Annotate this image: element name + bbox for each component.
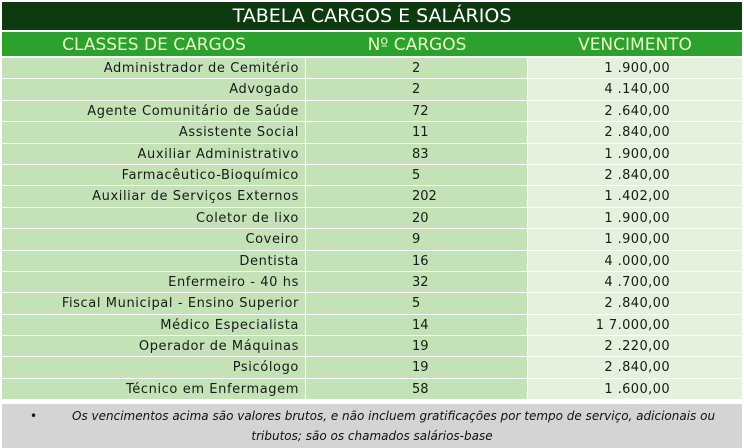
- table-row: Agente Comunitário de Saúde 72 2 .640,00: [2, 100, 742, 123]
- table-row: Técnico em Enfermagem 58 1 .600,00: [2, 378, 742, 401]
- table-row: Administrador de Cemitério 2 1 .900,00: [2, 58, 742, 80]
- cell-count: 20: [306, 207, 528, 229]
- cell-count: 58: [306, 378, 528, 400]
- table-row: Coletor de lixo 20 1 .900,00: [2, 207, 742, 230]
- cell-cargo: Técnico em Enfermagem: [2, 378, 306, 400]
- cell-count: 11: [306, 122, 528, 143]
- cell-salary: 1 .900,00: [528, 143, 742, 164]
- cell-cargo: Agente Comunitário de Saúde: [2, 100, 306, 122]
- cell-count: 16: [306, 250, 528, 271]
- cell-count: 202: [306, 186, 528, 207]
- cell-salary: 2 .640,00: [528, 100, 742, 122]
- cell-count: 14: [306, 314, 528, 336]
- cell-salary: 1 7.000,00: [528, 314, 742, 336]
- cell-salary: 2 .840,00: [528, 164, 742, 186]
- cell-count: 2: [306, 79, 528, 100]
- cell-salary: 1 .900,00: [528, 207, 742, 229]
- cell-cargo: Administrador de Cemitério: [2, 58, 306, 79]
- table-row: Farmacêutico-Bioquímico 5 2 .840,00: [2, 164, 742, 187]
- cell-count: 72: [306, 100, 528, 122]
- cell-salary: 1 .402,00: [528, 186, 742, 207]
- cell-cargo: Auxiliar Administrativo: [2, 143, 306, 164]
- footnote-line-1: Os vencimentos acima são valores brutos,…: [72, 409, 716, 423]
- cell-cargo: Fiscal Municipal - Ensino Superior: [2, 293, 306, 314]
- cell-salary: 2 .840,00: [528, 293, 742, 314]
- column-header-salary: VENCIMENTO: [578, 35, 692, 55]
- table-header-row: CLASSES DE CARGOS Nº CARGOS VENCIMENTO: [2, 32, 742, 56]
- table-title: TABELA CARGOS E SALÁRIOS: [2, 2, 742, 30]
- table-row: Médico Especialista 14 1 7.000,00: [2, 314, 742, 337]
- cell-count: 9: [306, 229, 528, 250]
- cell-salary: 4 .000,00: [528, 250, 742, 271]
- cell-cargo: Coveiro: [2, 229, 306, 250]
- cell-cargo: Farmacêutico-Bioquímico: [2, 164, 306, 186]
- cell-cargo: Médico Especialista: [2, 314, 306, 336]
- table-row: Assistente Social 11 2 .840,00: [2, 122, 742, 144]
- cell-cargo: Dentista: [2, 250, 306, 271]
- cell-count: 2: [306, 58, 528, 79]
- cell-count: 5: [306, 164, 528, 186]
- cell-salary: 1 .900,00: [528, 58, 742, 79]
- cell-cargo: Operador de Máquinas: [2, 336, 306, 357]
- cell-cargo: Assistente Social: [2, 122, 306, 143]
- cell-salary: 2 .840,00: [528, 357, 742, 378]
- table-row: Coveiro 9 1 .900,00: [2, 229, 742, 251]
- footnote: • Os vencimentos acima são valores bruto…: [2, 404, 742, 448]
- table-row: Fiscal Municipal - Ensino Superior 5 2 .84…: [2, 293, 742, 315]
- cell-count: 19: [306, 357, 528, 378]
- cell-cargo: Psicólogo: [2, 357, 306, 378]
- table-body: Administrador de Cemitério 2 1 .900,00 Advo…: [2, 58, 742, 401]
- cell-salary: 4 .140,00: [528, 79, 742, 100]
- table-row: Operador de Máquinas 19 2 .220,00: [2, 336, 742, 358]
- cell-count: 5: [306, 293, 528, 314]
- cell-cargo: Auxiliar de Serviços Externos: [2, 186, 306, 207]
- cell-cargo: Coletor de lixo: [2, 207, 306, 229]
- cell-salary: 2 .840,00: [528, 122, 742, 143]
- table-row: Advogado 2 4 .140,00: [2, 79, 742, 101]
- table-row: Psicólogo 19 2 .840,00: [2, 357, 742, 379]
- cell-count: 19: [306, 336, 528, 357]
- cell-salary: 1 .600,00: [528, 378, 742, 400]
- column-header-classes: CLASSES DE CARGOS: [62, 35, 246, 55]
- cell-salary: 4 .700,00: [528, 271, 742, 293]
- cell-cargo: Advogado: [2, 79, 306, 100]
- column-header-count: Nº CARGOS: [367, 35, 467, 55]
- cell-cargo: Enfermeiro - 40 hs: [2, 271, 306, 293]
- cell-count: 83: [306, 143, 528, 164]
- cell-salary: 2 .220,00: [528, 336, 742, 357]
- table-row: Dentista 16 4 .000,00: [2, 250, 742, 272]
- table-row: Auxiliar de Serviços Externos 202 1 .402,0…: [2, 186, 742, 208]
- cell-count: 32: [306, 271, 528, 293]
- footnote-line-2: tributos; são os chamados salários-base: [251, 429, 493, 443]
- cell-salary: 1 .900,00: [528, 229, 742, 250]
- bullet-icon: •: [30, 409, 38, 423]
- table-row: Enfermeiro - 40 hs 32 4 .700,00: [2, 271, 742, 294]
- table-row: Auxiliar Administrativo 83 1 .900,00: [2, 143, 742, 165]
